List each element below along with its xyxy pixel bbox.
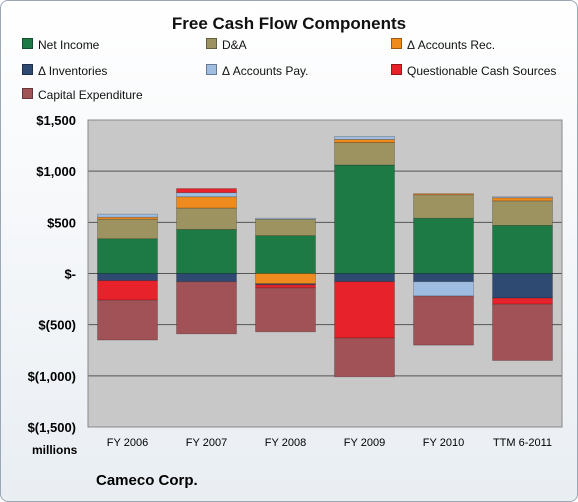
legend-label: Questionable Cash Sources: [407, 64, 557, 78]
chart-subtitle: Cameco Corp.: [96, 472, 198, 489]
bar-segment: [97, 238, 158, 274]
bar-segment: [97, 213, 158, 218]
x-tick-label: TTM 6-2011: [493, 437, 552, 449]
bar-segment: [413, 217, 474, 274]
bar-segment: [176, 229, 237, 274]
bar-segment: [492, 273, 553, 299]
legend-item: Δ Accounts Pay.: [206, 64, 309, 78]
bar-segment: [334, 142, 395, 166]
y-tick-label: $1,500: [36, 113, 76, 128]
y-tick-label: $1,000: [36, 164, 76, 179]
bar-segment: [176, 273, 237, 283]
legend-item: Net Income: [22, 38, 99, 52]
bar-segment: [492, 303, 553, 361]
bar-segment: [97, 299, 158, 341]
legend-item: Δ Accounts Rec.: [391, 38, 495, 52]
bar-segment: [176, 207, 237, 230]
bar-segment: [492, 197, 553, 202]
bar-segment: [413, 194, 474, 219]
legend-label: Δ Inventories: [38, 64, 108, 78]
x-tick-label: FY 2010: [423, 437, 464, 449]
bar-segment: [176, 192, 237, 198]
bar-segment: [176, 281, 237, 335]
bar-segment: [413, 193, 474, 196]
bar-segment: [97, 280, 158, 301]
bar-segment: [255, 284, 316, 289]
legend-swatch: [206, 38, 217, 49]
bar-segment: [255, 273, 316, 285]
legend-label: Δ Accounts Rec.: [407, 38, 496, 52]
legend-label: Δ Accounts Pay.: [222, 64, 309, 78]
bar-segment: [255, 287, 316, 333]
legend-swatch: [391, 38, 402, 49]
bar-segment: [334, 139, 395, 143]
bar-segment: [492, 200, 553, 226]
bar-segment: [334, 135, 395, 140]
y-tick-label: $(1,500): [28, 420, 76, 435]
bar-segment: [492, 196, 553, 199]
y-tick-label: $(1,000): [28, 369, 76, 384]
legend-item: Capital Expenditure: [22, 88, 143, 102]
bar-segment: [176, 188, 237, 194]
x-tick-label: FY 2007: [186, 437, 227, 449]
legend-label: D&A: [222, 38, 247, 52]
bar-segment: [255, 217, 316, 220]
y-tick-label: $(500): [38, 318, 76, 333]
legend-item: D&A: [206, 38, 247, 52]
legend-label: Capital Expenditure: [38, 88, 143, 102]
y-tick-label: $500: [47, 215, 76, 230]
bar-segment: [97, 273, 158, 282]
bar-segment: [255, 218, 316, 237]
legend-swatch: [206, 64, 217, 75]
legend-swatch: [22, 64, 33, 75]
bar-segment: [492, 225, 553, 274]
plot-border: [87, 119, 563, 428]
bar-segment: [334, 164, 395, 274]
legend-item: Δ Inventories: [22, 64, 107, 78]
x-tick-label: FY 2008: [265, 437, 306, 449]
bar-segment: [334, 337, 395, 378]
bar-segment: [492, 297, 553, 305]
y-tick-label: $-: [64, 267, 76, 282]
y-axis-label: millions: [32, 443, 78, 457]
legend-item: Questionable Cash Sources: [391, 64, 556, 78]
bar-segment: [176, 196, 237, 209]
bar-segment: [334, 273, 395, 283]
bar-segment: [413, 281, 474, 297]
legend-swatch: [391, 64, 402, 75]
legend-swatch: [22, 88, 33, 99]
legend-swatch: [22, 38, 33, 49]
x-tick-label: FY 2006: [107, 437, 148, 449]
bar-segment: [413, 273, 474, 283]
legend-label: Net Income: [38, 38, 100, 52]
chart-legend: Net Income D&A Δ Accounts Rec. Δ Inventorie…: [0, 36, 578, 108]
chart-title: Free Cash Flow Components: [171, 14, 407, 33]
x-tick-label: FY 2009: [344, 437, 385, 449]
bar-segment: [255, 235, 316, 274]
bar-segment: [97, 218, 158, 240]
bar-segment: [413, 295, 474, 346]
bar-segment: [334, 281, 395, 339]
